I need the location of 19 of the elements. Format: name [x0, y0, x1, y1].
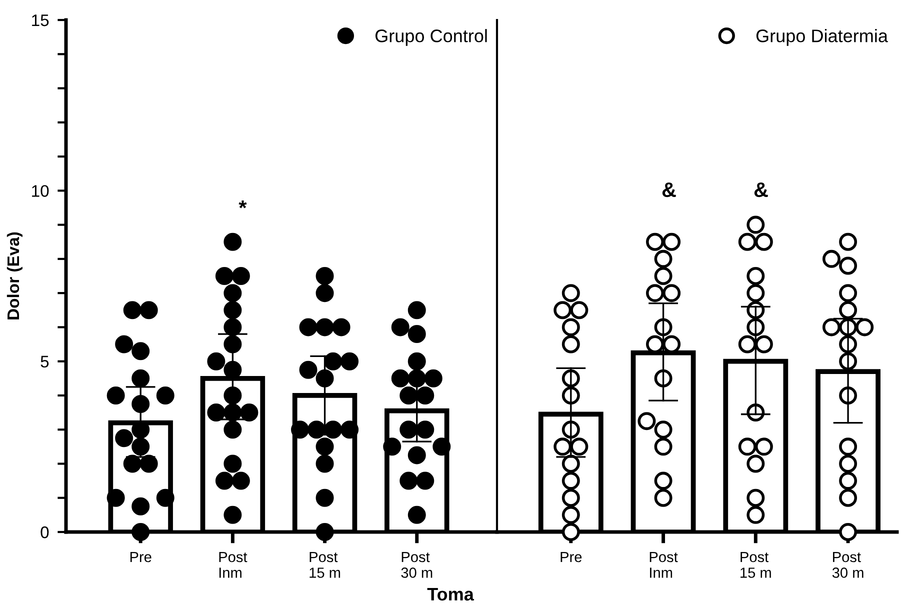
x-tick-label: Post 30 m: [832, 552, 864, 578]
legend-label: Grupo Control: [375, 29, 487, 46]
x-tick-label: Post 30 m: [401, 552, 432, 578]
x-tick-label: Post 15 m: [740, 552, 771, 578]
y-tick-label: 15: [32, 14, 49, 26]
annotation: &: [754, 182, 768, 198]
x-tick-label: Pre: [560, 552, 582, 562]
y-tick-label: 10: [32, 185, 49, 197]
x-tick-label: Post Inm: [650, 552, 678, 578]
y-axis-title: Dolor (Eva): [6, 232, 22, 320]
x-tick-label: Post Inm: [219, 552, 248, 578]
y-tick-label: 5: [40, 356, 49, 368]
x-tick-label: Post 15 m: [310, 552, 340, 578]
x-tick-label: Pre: [130, 552, 152, 562]
x-axis-title: Toma: [427, 588, 474, 601]
legend-label: Grupo Diatermia: [756, 29, 888, 46]
annotation: *: [238, 200, 247, 208]
y-tick-label: 0: [40, 526, 49, 538]
annotation: &: [662, 182, 676, 198]
